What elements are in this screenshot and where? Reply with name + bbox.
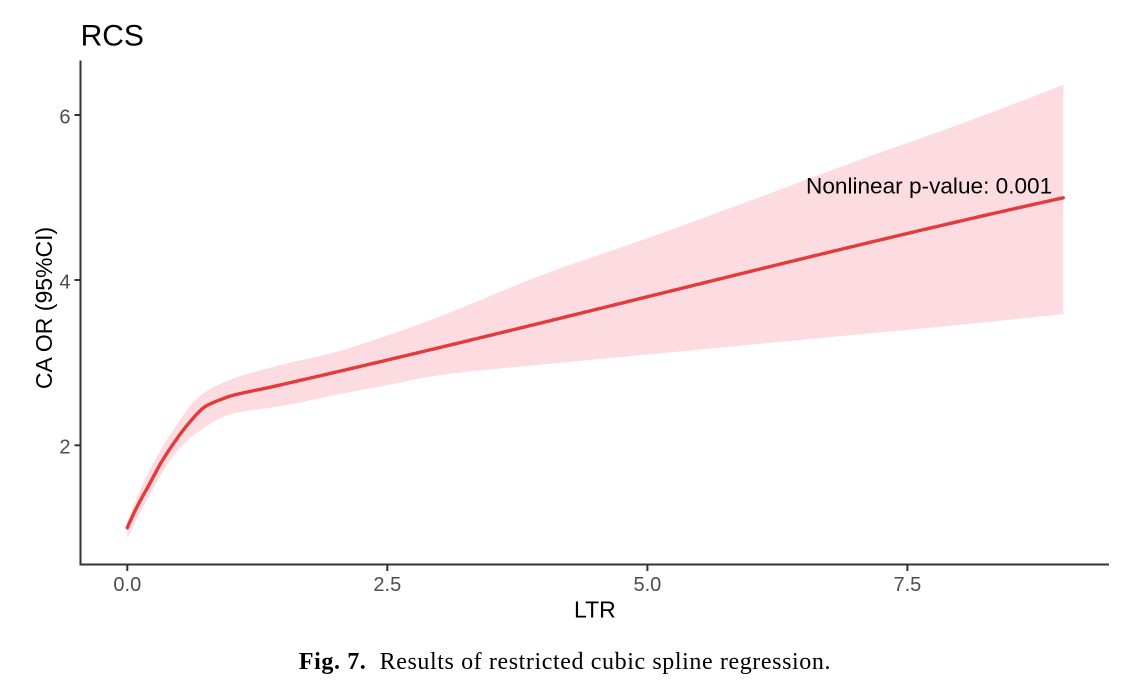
svg-text:Fig. 7. Results of restricted: Fig. 7. Results of restricted cubic spli… — [299, 649, 831, 675]
svg-text:0.0: 0.0 — [113, 574, 141, 596]
svg-text:LTR: LTR — [574, 597, 616, 623]
svg-text:6: 6 — [59, 106, 70, 128]
svg-text:2: 2 — [59, 437, 70, 459]
svg-text:Nonlinear p-value: 0.001: Nonlinear p-value: 0.001 — [806, 174, 1052, 199]
svg-text:2.5: 2.5 — [373, 574, 401, 596]
svg-text:RCS: RCS — [81, 20, 144, 53]
svg-text:7.5: 7.5 — [893, 574, 921, 596]
svg-text:5.0: 5.0 — [633, 574, 661, 596]
svg-text:4: 4 — [59, 271, 70, 293]
svg-text:CA OR (95%CI): CA OR (95%CI) — [31, 227, 57, 389]
